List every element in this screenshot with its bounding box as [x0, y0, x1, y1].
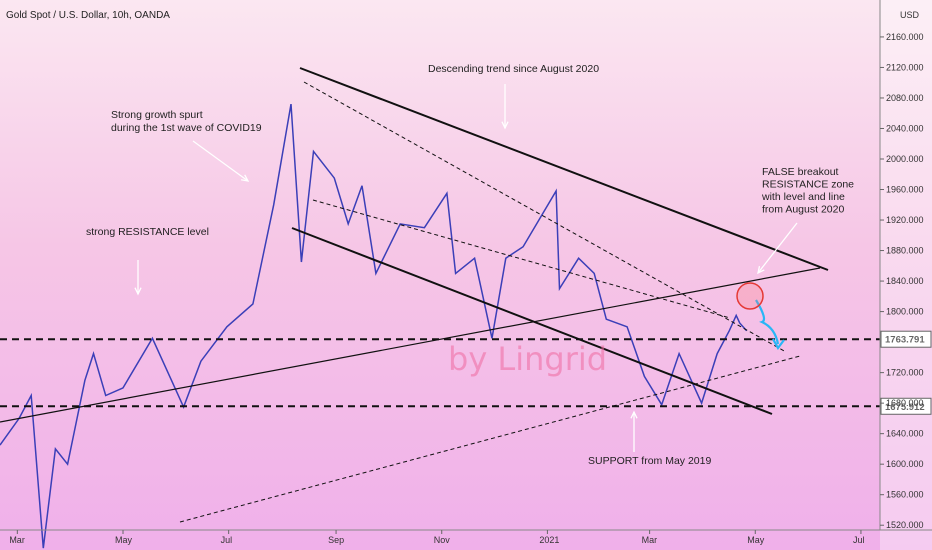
x-tick-label: Sep	[328, 535, 344, 545]
y-tick-label: 1880.000	[886, 246, 924, 256]
y-tick-label: 2000.000	[886, 154, 924, 164]
y-tick-label: 1640.000	[886, 429, 924, 439]
chart-title: Gold Spot / U.S. Dollar, 10h, OANDA	[6, 10, 170, 21]
y-tick-label: 1800.000	[886, 307, 924, 317]
annotation-false-breakout: FALSE breakout RESISTANCE zone with level …	[761, 166, 854, 216]
y-tick-label: 1520.000	[886, 520, 924, 530]
long-trendline[interactable]	[0, 267, 821, 423]
false-breakout-circle[interactable]	[736, 282, 764, 310]
annotation-line: during the 1st wave of COVID19	[111, 122, 262, 134]
x-tick-label: Jul	[221, 535, 233, 545]
x-tick-label: May	[115, 535, 133, 545]
y-tick-label: 1560.000	[886, 490, 924, 500]
annotation-descending-trend: Descending trend since August 2020	[428, 63, 599, 75]
annotation-line: strong RESISTANCE level	[86, 226, 209, 238]
level-price-label: 1763.791	[885, 335, 925, 346]
y-tick-label: 1600.000	[886, 459, 924, 469]
y-tick-label: 2040.000	[886, 123, 924, 133]
x-tick-label: Mar	[642, 535, 658, 545]
annotation-line: Strong growth spurt	[111, 109, 203, 121]
y-tick-label: 1680.000	[886, 398, 924, 408]
price-line	[0, 103, 748, 549]
annotation-resistance-level: strong RESISTANCE level	[86, 226, 209, 238]
arrowhead	[240, 174, 250, 182]
y-tick-label: 1840.000	[886, 276, 924, 286]
currency-label: USD	[900, 10, 920, 20]
inner-channel-line[interactable]	[312, 199, 731, 319]
y-tick-label: 1960.000	[886, 185, 924, 195]
y-tick-label: 2160.000	[886, 32, 924, 42]
annotation-growth-spurt: Strong growth spurt during the 1st wave o…	[111, 109, 262, 134]
annotation-support: SUPPORT from May 2019	[588, 455, 711, 467]
arrowhead	[757, 266, 765, 275]
arrowhead	[134, 287, 142, 296]
annotation-line: FALSE breakout	[762, 166, 839, 178]
y-tick-label: 2080.000	[886, 93, 924, 103]
price-axis-panel[interactable]	[880, 0, 932, 550]
x-tick-label: Nov	[434, 535, 451, 545]
arrow-false-breakout	[757, 222, 798, 274]
x-tick-label: Mar	[9, 535, 25, 545]
support-trendline[interactable]	[179, 355, 801, 523]
mid-channel-line[interactable]	[303, 81, 787, 353]
x-tick-label: Jul	[853, 535, 865, 545]
y-tick-label: 2120.000	[886, 62, 924, 72]
y-tick-label: 1920.000	[886, 215, 924, 225]
y-tick-label: 1720.000	[886, 368, 924, 378]
level-price-label: 1675.912	[885, 402, 925, 413]
forecast-arrowhead	[772, 338, 785, 351]
arrow-growth-spurt	[192, 140, 249, 182]
arrowhead	[501, 121, 509, 130]
annotation-line: with level and line	[761, 191, 845, 203]
channel-top-line[interactable]	[299, 67, 829, 271]
level-price-tag	[880, 397, 932, 415]
arrowhead	[630, 410, 638, 419]
watermark: by Lingrid	[448, 340, 607, 378]
annotation-line: from August 2020	[762, 204, 844, 216]
annotation-line: SUPPORT from May 2019	[588, 455, 711, 467]
level-price-tag	[880, 330, 932, 348]
channel-bottom-line[interactable]	[291, 227, 773, 415]
x-tick-label: May	[747, 535, 765, 545]
annotation-line: RESISTANCE zone	[762, 179, 854, 191]
x-tick-label: 2021	[539, 535, 559, 545]
annotation-line: Descending trend since August 2020	[428, 63, 599, 75]
forecast-path[interactable]	[755, 299, 780, 345]
